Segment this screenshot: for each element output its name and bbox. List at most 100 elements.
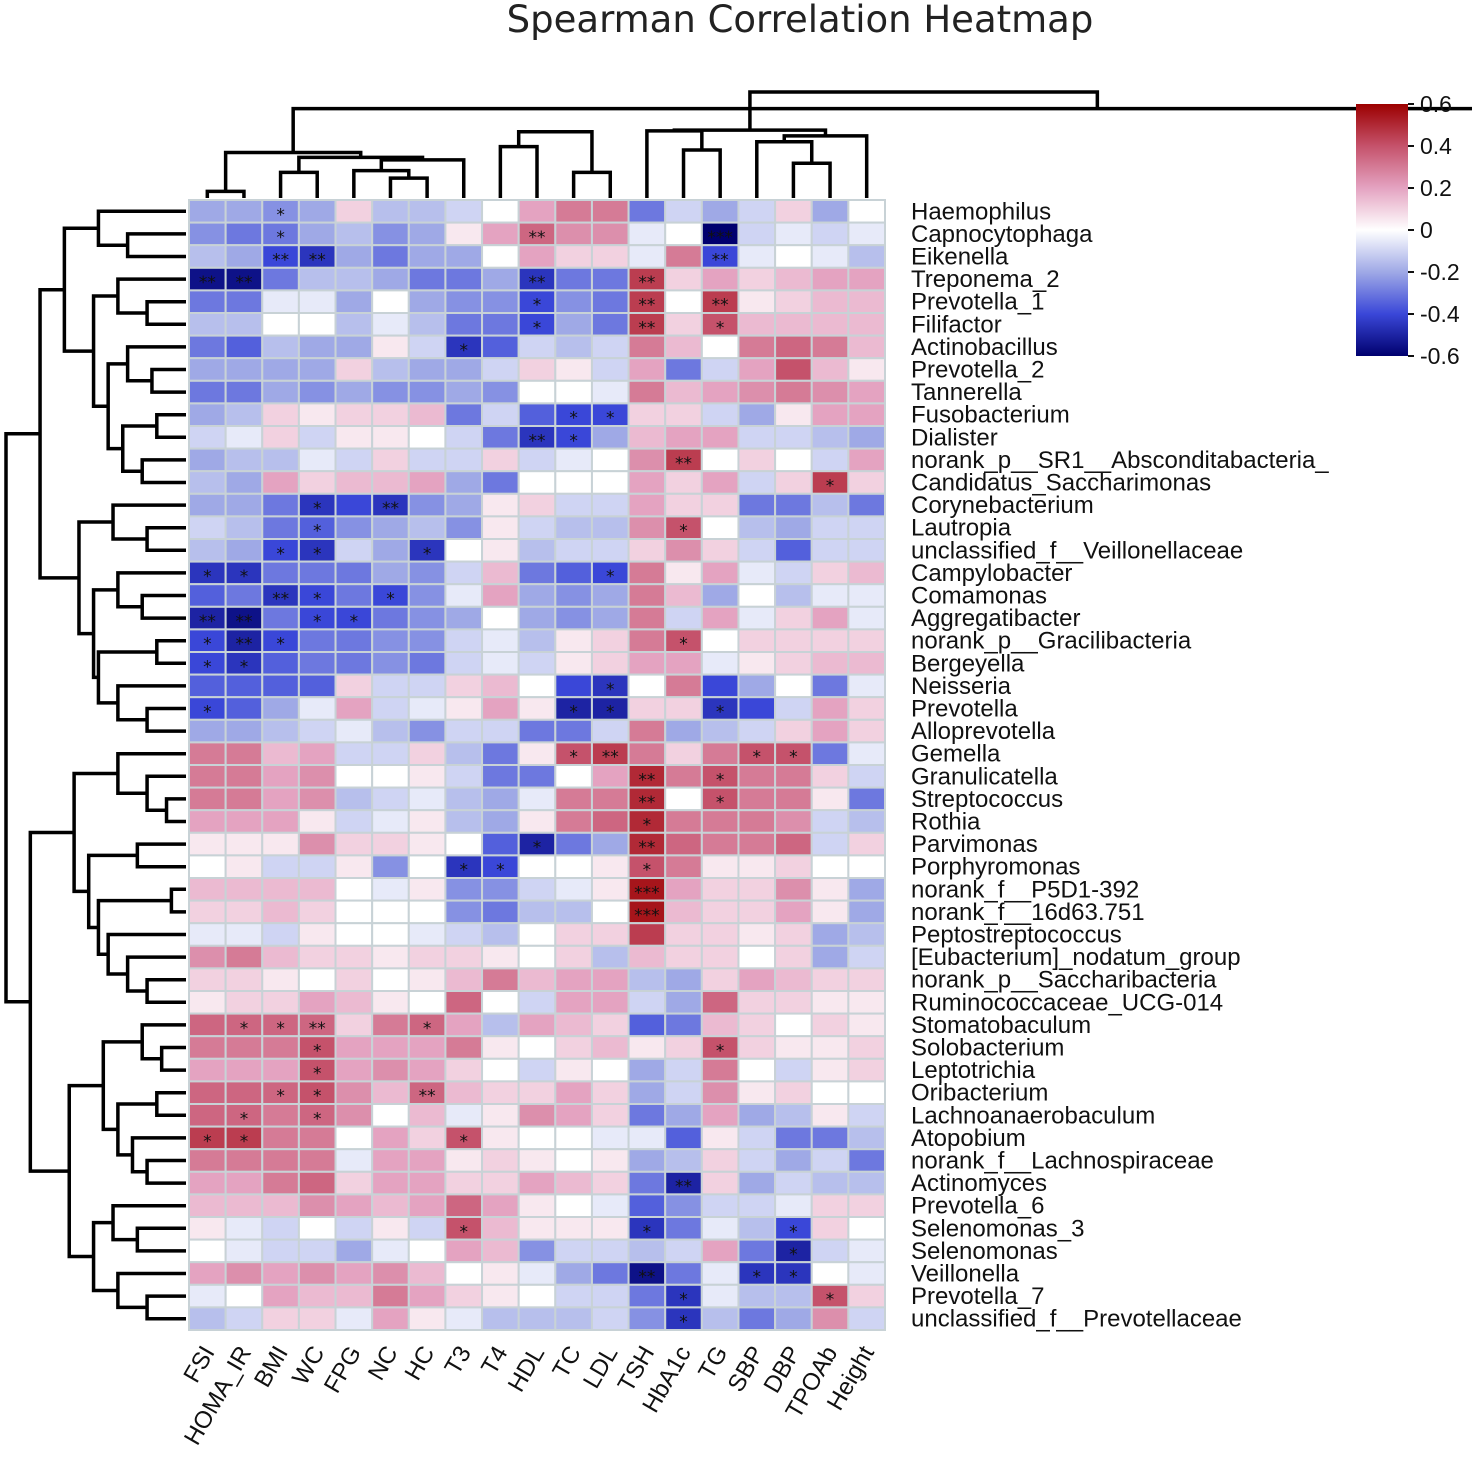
heatmap-cell — [297, 1193, 337, 1219]
heatmap-cell — [188, 967, 227, 993]
row-label: Parvimonas — [911, 831, 1038, 858]
heatmap-cell — [554, 1216, 593, 1241]
heatmap-cell — [481, 651, 520, 676]
heatmap-cell — [371, 1261, 410, 1286]
heatmap-cell — [664, 1261, 703, 1286]
heatmap-cell — [517, 1012, 557, 1038]
heatmap-cell — [810, 990, 850, 1015]
heatmap-cell — [334, 1238, 374, 1264]
row-label: Capnocytophaga — [911, 221, 1093, 248]
heatmap-cell — [517, 899, 557, 925]
colorbar-ticks: 0.6 0.4 0.2 0 -0.2 -0.4 -0.6 — [1408, 91, 1460, 369]
colorbar: 0.6 0.4 0.2 0 -0.2 -0.4 -0.6 — [1356, 91, 1460, 369]
heatmap-cell — [554, 1238, 593, 1264]
row-label: norank_p__Gracilibacteria — [911, 628, 1192, 655]
heatmap-cell — [261, 673, 300, 699]
heatmap-cell — [334, 741, 374, 767]
heatmap-cell — [774, 854, 813, 880]
heatmap-cell — [554, 492, 593, 518]
heatmap-cell — [261, 764, 300, 789]
heatmap-cell — [407, 764, 447, 789]
significance-mark: * — [386, 590, 395, 610]
heatmap-cell — [261, 1261, 300, 1286]
heatmap-cell — [371, 1193, 410, 1219]
heatmap-cell — [590, 470, 630, 495]
heatmap-cell — [700, 492, 740, 518]
heatmap-cell — [517, 651, 557, 676]
row-label: Candidatus_Saccharimonas — [911, 470, 1211, 497]
heatmap-cell — [664, 1103, 703, 1128]
column-dendrogram-link — [748, 90, 1100, 131]
heatmap-cell — [554, 199, 593, 224]
heatmap-cell — [481, 1035, 520, 1060]
heatmap-cell — [481, 967, 520, 993]
heatmap-cell — [774, 786, 813, 812]
row-dendrogram-link — [135, 1226, 186, 1253]
heatmap-cell — [334, 1080, 374, 1106]
heatmap-cell — [407, 718, 447, 744]
row-dendrogram-link — [145, 1158, 186, 1185]
column-dendrogram-link — [352, 168, 411, 198]
significance-mark: * — [606, 703, 615, 723]
heatmap-cell — [224, 1238, 264, 1264]
heatmap-cell — [810, 1035, 850, 1060]
heatmap-cell — [334, 357, 374, 382]
heatmap-cell — [737, 199, 777, 224]
row-label: Streptococcus — [911, 786, 1063, 813]
significance-mark: * — [716, 1042, 725, 1062]
heatmap-cell — [407, 1170, 447, 1196]
heatmap-cell — [737, 470, 777, 495]
heatmap-cell — [371, 470, 410, 495]
heatmap-cell — [334, 831, 374, 857]
heatmap-cell — [590, 1216, 630, 1241]
column-dendrogram-link — [498, 144, 539, 198]
heatmap-cell — [334, 1057, 374, 1083]
significance-mark: ** — [638, 1268, 655, 1288]
heatmap-cell — [737, 447, 777, 473]
heatmap-cell — [737, 1238, 777, 1264]
heatmap-cell — [297, 831, 337, 857]
heatmap-cell — [517, 944, 557, 970]
heatmap-cell — [444, 877, 484, 902]
significance-mark: * — [240, 567, 249, 587]
row-dendrogram-link — [116, 277, 186, 315]
significance-mark: ** — [638, 296, 655, 316]
heatmap-cell — [810, 1193, 850, 1219]
row-dendrogram-link — [106, 362, 128, 451]
heatmap-cell — [590, 831, 630, 857]
heatmap-cell — [371, 696, 410, 721]
heatmap-cell — [371, 628, 410, 654]
heatmap-cell — [334, 334, 374, 360]
heatmap-cell — [517, 628, 557, 654]
heatmap-cell — [774, 425, 813, 450]
heatmap-cell — [847, 809, 886, 834]
heatmap-cell — [297, 402, 337, 427]
heatmap-cell — [334, 673, 374, 699]
heatmap-cell — [554, 312, 593, 337]
heatmap-cell — [847, 470, 886, 495]
heatmap-cell — [590, 583, 630, 608]
heatmap-cell — [627, 221, 667, 247]
heatmap-cell — [774, 583, 813, 608]
heatmap-cell — [371, 944, 410, 970]
heatmap-cell — [627, 1103, 667, 1128]
heatmap-cell — [664, 583, 703, 608]
heatmap-cell — [481, 312, 520, 337]
heatmap-cell — [517, 605, 557, 631]
row-dendrogram-link — [159, 1045, 186, 1072]
heatmap-cell — [444, 831, 484, 857]
heatmap-cell — [407, 899, 447, 925]
significance-mark: ** — [529, 228, 546, 248]
heatmap-cell — [481, 1261, 520, 1286]
heatmap-cell — [371, 357, 410, 382]
heatmap-cell — [224, 854, 264, 880]
heatmap-cell — [700, 1238, 740, 1264]
heatmap-cell — [188, 312, 227, 337]
heatmap-cell — [188, 357, 227, 382]
heatmap-cell — [700, 560, 740, 586]
heatmap-cell — [371, 899, 410, 925]
significance-mark: ** — [638, 770, 655, 790]
row-dendrogram-link — [91, 294, 118, 408]
heatmap-cell — [810, 447, 850, 473]
heatmap-cell — [554, 899, 593, 925]
